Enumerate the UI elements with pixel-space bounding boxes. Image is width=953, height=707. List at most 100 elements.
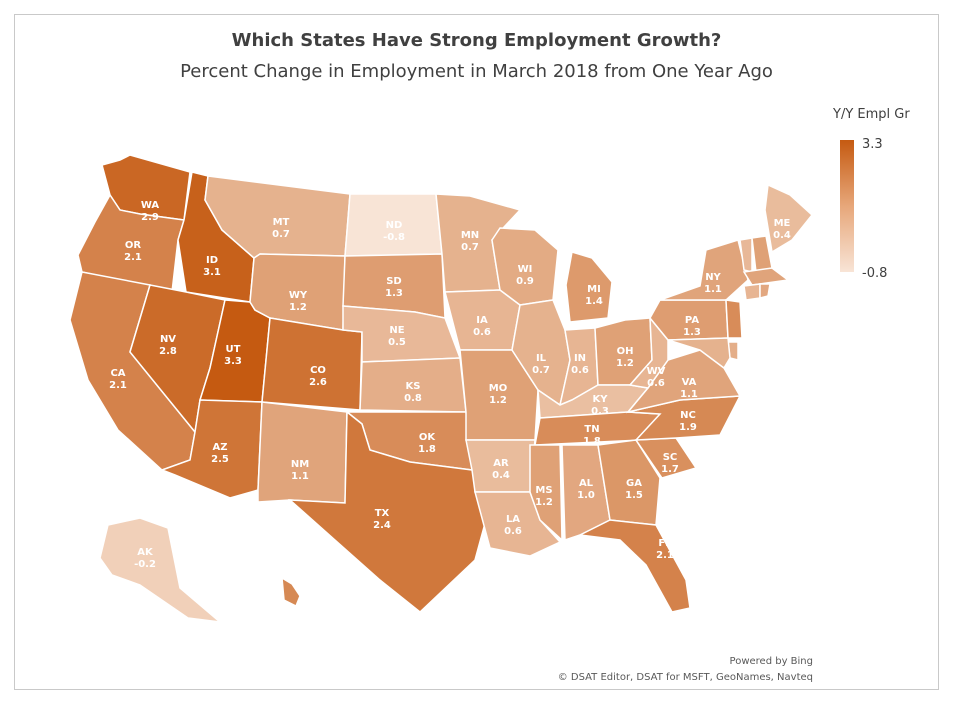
state-label-sc: SC <box>663 452 678 463</box>
state-label-va: VA <box>682 377 697 388</box>
state-value-wy: 1.2 <box>289 302 307 313</box>
state-label-la: LA <box>506 514 520 525</box>
state-label-id: ID <box>206 255 218 266</box>
state-label-sd: SD <box>386 276 402 287</box>
state-value-ks: 0.8 <box>404 393 422 404</box>
state-label-ky: KY <box>593 394 609 405</box>
state-label-ar: AR <box>493 458 509 469</box>
state-label-ak: AK <box>137 547 154 558</box>
state-ak[interactable] <box>99 517 223 624</box>
state-label-tn: TN <box>584 424 599 435</box>
state-label-ny: NY <box>705 272 721 283</box>
state-value-nm: 1.1 <box>291 471 309 482</box>
state-label-mt: MT <box>273 217 290 228</box>
state-value-wa: 2.9 <box>141 212 159 223</box>
state-value-id: 3.1 <box>203 267 221 278</box>
state-nh[interactable] <box>751 235 773 273</box>
state-co[interactable] <box>261 317 363 411</box>
state-label-pa: PA <box>685 315 699 326</box>
state-value-va: 1.1 <box>680 389 698 400</box>
state-value-wi: 0.9 <box>516 276 534 287</box>
state-value-sd: 1.3 <box>385 288 403 299</box>
state-value-ne: 0.5 <box>388 337 406 348</box>
state-value-nd: -0.8 <box>383 232 405 243</box>
state-va[interactable] <box>625 349 742 414</box>
state-label-tx: TX <box>375 508 390 519</box>
state-label-wv: WV <box>647 366 666 377</box>
state-value-oh: 1.2 <box>616 358 634 369</box>
state-value-or: 2.1 <box>124 252 142 263</box>
state-me[interactable] <box>764 183 814 254</box>
state-value-ga: 1.5 <box>625 490 643 501</box>
state-value-ia: 0.6 <box>473 327 491 338</box>
state-label-ne: NE <box>389 325 404 336</box>
state-label-nm: NM <box>291 459 309 470</box>
state-fl[interactable] <box>577 519 691 613</box>
state-label-or: OR <box>125 240 142 251</box>
state-label-mo: MO <box>489 383 507 394</box>
state-value-ok: 1.8 <box>418 444 436 455</box>
state-or[interactable] <box>77 193 185 293</box>
state-ga[interactable] <box>597 439 661 526</box>
state-value-nv: 2.8 <box>159 346 177 357</box>
state-label-fl: FL <box>658 538 672 549</box>
state-value-la: 0.6 <box>504 526 522 537</box>
state-nj[interactable] <box>725 299 743 339</box>
credit-powered-by: Powered by Bing <box>729 656 813 667</box>
map-subtitle: Percent Change in Employment in March 20… <box>180 61 773 82</box>
state-label-nc: NC <box>680 410 696 421</box>
state-nm[interactable] <box>257 401 348 504</box>
state-value-sc: 1.7 <box>661 464 679 475</box>
state-label-mi: MI <box>587 284 601 295</box>
state-label-wi: WI <box>518 264 533 275</box>
state-value-az: 2.5 <box>211 454 229 465</box>
state-label-ms: MS <box>535 485 552 496</box>
state-value-me: 0.4 <box>773 230 791 241</box>
state-ct[interactable] <box>743 283 761 301</box>
state-value-in: 0.6 <box>571 365 589 376</box>
state-label-ks: KS <box>406 381 421 392</box>
map-title: Which States Have Strong Employment Grow… <box>231 30 722 51</box>
state-value-mi: 1.4 <box>585 296 603 307</box>
state-az[interactable] <box>159 399 263 499</box>
state-value-nc: 1.9 <box>679 422 697 433</box>
state-value-ky: 0.3 <box>591 406 609 417</box>
state-ri[interactable] <box>759 283 771 299</box>
state-label-wa: WA <box>141 200 160 211</box>
state-label-oh: OH <box>617 346 634 357</box>
state-label-mn: MN <box>461 230 479 241</box>
state-value-tx: 2.4 <box>373 520 391 531</box>
state-hi[interactable] <box>281 576 301 608</box>
state-value-al: 1.0 <box>577 490 595 501</box>
state-value-ar: 0.4 <box>492 470 510 481</box>
state-label-wy: WY <box>289 290 308 301</box>
state-mi[interactable] <box>565 251 613 323</box>
state-label-ga: GA <box>626 478 642 489</box>
credit-sources: © DSAT Editor, DSAT for MSFT, GeoNames, … <box>557 672 813 683</box>
state-value-ak: -0.2 <box>134 559 156 570</box>
state-label-nv: NV <box>160 334 176 345</box>
state-value-ut: 3.3 <box>224 356 242 367</box>
legend-color-scale <box>840 140 854 272</box>
state-label-nd: ND <box>386 220 403 231</box>
state-value-il: 0.7 <box>532 365 550 376</box>
state-value-tn: 1.8 <box>583 436 601 447</box>
state-value-fl: 2.1 <box>656 550 674 561</box>
state-value-mn: 0.7 <box>461 242 479 253</box>
state-label-az: AZ <box>213 442 228 453</box>
state-value-ny: 1.1 <box>704 284 722 295</box>
state-label-me: ME <box>774 218 791 229</box>
state-tx[interactable] <box>287 410 491 613</box>
state-label-in: IN <box>574 353 586 364</box>
state-value-wv: 0.6 <box>647 378 665 389</box>
legend-title: Y/Y Empl Gr <box>833 107 910 122</box>
state-value-mt: 0.7 <box>272 229 290 240</box>
state-label-ok: OK <box>419 432 437 443</box>
state-ma[interactable] <box>742 267 790 286</box>
state-md[interactable] <box>667 337 731 370</box>
state-label-il: IL <box>536 353 547 364</box>
state-label-ia: IA <box>476 315 488 326</box>
state-value-pa: 1.3 <box>683 327 701 338</box>
state-ms[interactable] <box>529 444 563 542</box>
